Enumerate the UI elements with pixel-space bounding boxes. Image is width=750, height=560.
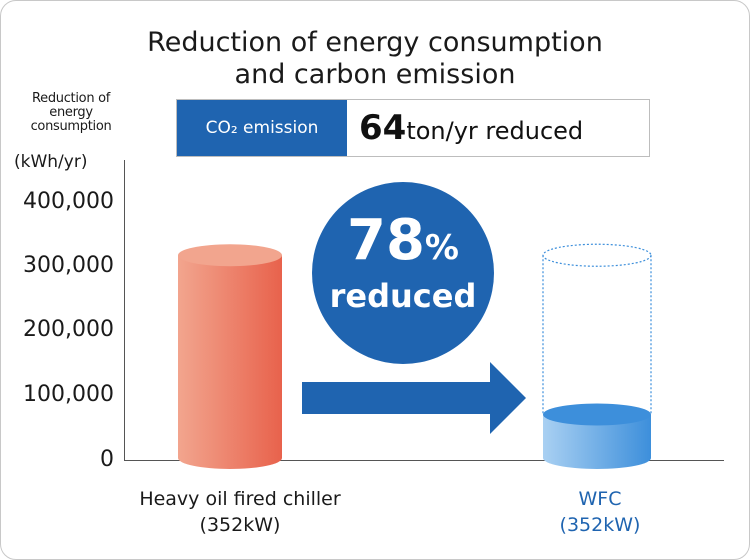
co2-emission-label: CO₂ emission: [177, 100, 347, 156]
co2-emission-value: 64ton/yr reduced: [359, 106, 583, 153]
reduction-arrow: [302, 362, 526, 434]
co2-value-number: 64: [359, 108, 407, 148]
reduction-text: reduced: [329, 277, 477, 315]
chart-title-line2: and carbon emission: [234, 59, 516, 90]
wfc-reference-outline: [542, 243, 652, 415]
category-label-wfc-line1: WFC: [578, 488, 622, 510]
category-label-wfc: WFC (352kW): [520, 486, 680, 538]
reduction-percent: 78%: [312, 206, 494, 283]
bar-wfc: [543, 403, 651, 469]
reduction-badge: 78% reduced: [312, 182, 494, 364]
y-axis-line: [124, 160, 125, 460]
category-label-chiller-line2: (352kW): [199, 514, 281, 536]
y-tick-label: 400,000: [23, 189, 114, 214]
y-tick-label: 300,000: [23, 253, 114, 278]
category-label-chiller: Heavy oil fired chiller (352kW): [110, 486, 370, 538]
y-axis-unit: (kWh/yr): [14, 152, 88, 172]
x-axis-line: [124, 460, 724, 461]
co2-value-unit: ton/yr reduced: [406, 117, 584, 145]
chart-title-line1: Reduction of energy consumption: [147, 27, 603, 58]
category-label-wfc-line2: (352kW): [559, 514, 641, 536]
y-axis-label-line2: energy: [49, 105, 93, 120]
y-tick-label: 100,000: [23, 382, 114, 407]
y-axis-label-line3: consumption: [30, 119, 112, 134]
percent-sign: %: [424, 228, 459, 268]
co2-emission-box: CO₂ emission 64ton/yr reduced: [176, 99, 650, 157]
y-axis-label-line1: Reduction of: [31, 91, 111, 106]
reduction-percent-number: 78: [346, 208, 425, 273]
category-label-chiller-line1: Heavy oil fired chiller: [139, 488, 341, 510]
y-tick-label: 200,000: [23, 317, 114, 342]
bar-heavy-oil-chiller: [178, 244, 282, 469]
y-tick-label: 0: [100, 447, 114, 472]
